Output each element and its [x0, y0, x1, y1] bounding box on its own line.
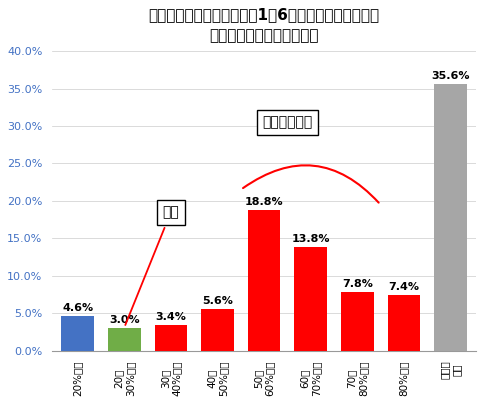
Text: 正解: 正解	[125, 205, 179, 325]
Text: 35.6%: 35.6%	[431, 71, 469, 81]
Text: 13.8%: 13.8%	[291, 235, 330, 244]
Text: 7.8%: 7.8%	[342, 279, 373, 289]
Title: インフルエンザワクチンで1～6歳未満の幼児で発病を
阻止する効果はどの程度か: インフルエンザワクチンで1～6歳未満の幼児で発病を 阻止する効果はどの程度か	[148, 7, 380, 43]
Text: 3.4%: 3.4%	[156, 312, 186, 322]
Text: 3.0%: 3.0%	[109, 316, 140, 325]
Text: 7.4%: 7.4%	[388, 283, 419, 293]
Text: 5.6%: 5.6%	[202, 296, 233, 306]
Bar	[155, 325, 187, 351]
Bar	[61, 316, 94, 351]
Bar	[294, 247, 327, 351]
Text: 18.8%: 18.8%	[245, 197, 284, 207]
Bar	[387, 295, 420, 351]
FancyArrowPatch shape	[243, 165, 379, 203]
Bar	[434, 84, 467, 351]
Bar	[201, 309, 234, 351]
Text: 効果過大評価: 効果過大評価	[262, 115, 313, 129]
Bar	[341, 293, 373, 351]
Bar	[108, 328, 141, 351]
Text: 4.6%: 4.6%	[62, 303, 93, 314]
Bar	[248, 210, 280, 351]
